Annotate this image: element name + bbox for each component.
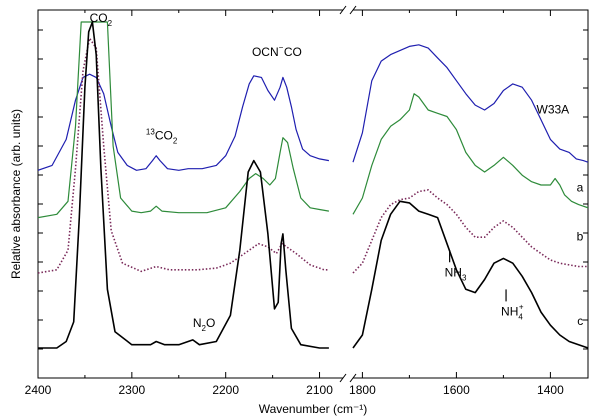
x-tick-label: 1600: [443, 383, 470, 397]
annotation-ocn: OCN−: [252, 43, 284, 59]
series-label-w33a: W33A: [537, 102, 570, 116]
series-label-a: a: [577, 181, 584, 195]
series-line-c-seg2: [352, 200, 588, 349]
x-tick-label: 2400: [25, 383, 52, 397]
series-line-c-seg1: [38, 21, 329, 349]
axis-break-mark: [349, 5, 357, 15]
plot-frame: [37, 5, 589, 383]
annotation-co2: CO2: [90, 11, 113, 28]
x-tick-label: 1800: [349, 383, 376, 397]
series-label-b: b: [577, 229, 584, 243]
series-line-a-seg2: [352, 93, 588, 215]
x-tick-label: 2300: [118, 383, 145, 397]
axis-layer: 2400 2300 2200 2100 1800 1600 1400: [25, 10, 588, 397]
annotation-13co2: 13CO2: [146, 127, 178, 145]
annotation-layer: CO2 13CO2 OCN− CO N2O NH3 NH4+ W33A a b c: [90, 11, 584, 333]
axis-break-mark: [339, 5, 347, 15]
annotation-nh3: NH3: [445, 265, 467, 282]
series-line-w33a-seg2: [352, 44, 588, 163]
annotation-nh4: NH4+: [501, 302, 524, 321]
series-layer: [38, 21, 588, 349]
x-tick-label: 2200: [212, 383, 239, 397]
axis-break-mark: [339, 373, 347, 383]
axis-break-mark: [349, 373, 357, 383]
annotation-co: CO: [284, 45, 302, 59]
series-line-a-seg1: [38, 21, 330, 219]
x-tick-label: 2100: [306, 383, 333, 397]
series-label-c: c: [577, 314, 583, 328]
series-line-b-seg2: [352, 189, 588, 274]
annotation-n2o: N2O: [193, 316, 215, 333]
x-tick-label: 1400: [537, 383, 564, 397]
y-axis-title: Relative absorbance (arb. units): [9, 109, 23, 279]
axis-break-gap: [343, 8, 353, 380]
x-axis-title: Wavenumber (cm⁻¹): [259, 402, 368, 416]
plot-border: [37, 9, 589, 379]
